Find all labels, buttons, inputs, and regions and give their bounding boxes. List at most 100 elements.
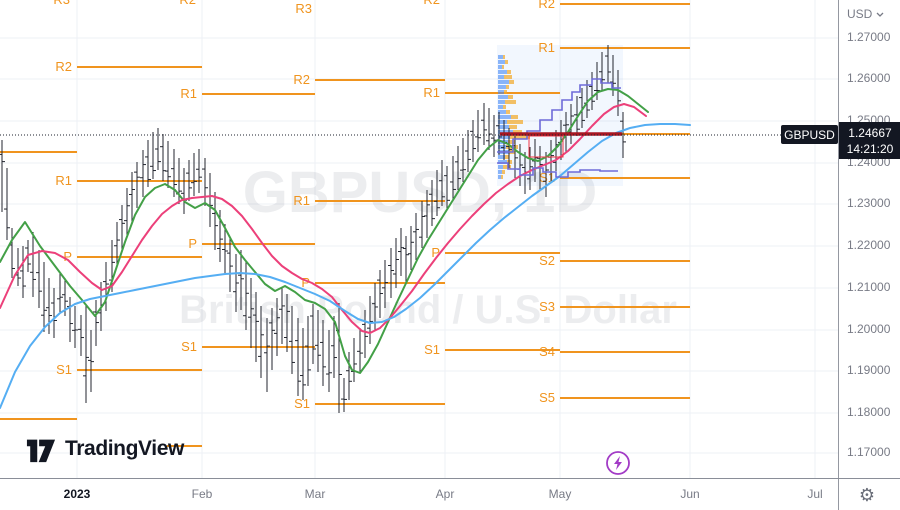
time-tick: Jul <box>807 487 823 501</box>
tradingview-logo[interactable]: TradingView <box>24 434 184 464</box>
price-tick: 1.22000 <box>847 238 891 252</box>
pivot-label-R2: R2 <box>538 0 555 11</box>
volume-profile-down-bar <box>511 115 518 119</box>
volume-profile-up-bar <box>498 75 504 79</box>
ma-slow-blue <box>0 123 691 409</box>
settings-gear-icon[interactable]: ⚙ <box>858 485 876 505</box>
volume-profile-down-bar <box>503 55 505 59</box>
pivot-label-P: P <box>63 249 72 264</box>
pivot-label-clipped-R2: R2 <box>423 0 440 7</box>
pivot-label-R1: R1 <box>293 193 310 208</box>
volume-profile-up-bar <box>498 120 507 124</box>
pivot-label-clipped-R3: R3 <box>53 0 70 7</box>
volume-profile-up-bar <box>498 60 505 64</box>
volume-profile-up-bar <box>498 175 501 179</box>
volume-profile-up-bar <box>498 110 506 114</box>
volume-profile-down-bar <box>501 175 503 179</box>
time-tick: 2023 <box>63 487 91 501</box>
price-axis[interactable]: USD 1.27000 1.26000 1.25000 1.24000 1.23000 1… <box>838 0 900 478</box>
ma-mid-pink <box>0 103 647 334</box>
pivot-label-R1: R1 <box>180 86 197 101</box>
pivot-label-S4: S4 <box>539 344 555 359</box>
volume-profile-down-bar <box>509 80 514 84</box>
pivot-label-S1: S1 <box>56 362 72 377</box>
price-tick: 1.20000 <box>847 322 891 336</box>
volume-profile-up-bar <box>498 85 506 89</box>
volume-profile-up-bar <box>498 90 504 94</box>
volume-profile-down-bar <box>505 60 508 64</box>
volume-profile-down-bar <box>508 95 513 99</box>
axis-corner-divider <box>838 479 839 510</box>
volume-profile-down-bar <box>505 155 509 159</box>
volume-profile-down-bar <box>513 130 522 134</box>
price-tick: 1.26000 <box>847 71 891 85</box>
pivot-label-R2: R2 <box>293 72 310 87</box>
price-tick: 1.19000 <box>847 363 891 377</box>
watermark-name: British Pound / U.S. Dollar <box>179 288 677 332</box>
pivot-label-clipped-R3: R3 <box>295 1 312 16</box>
time-tick: Mar <box>304 487 326 501</box>
volume-profile-up-bar <box>498 80 509 84</box>
volume-profile-down-bar <box>503 165 511 169</box>
time-tick: Feb <box>191 487 213 501</box>
volume-profile-up-bar <box>498 55 503 59</box>
pivot-label-S1: S1 <box>294 396 310 411</box>
pivot-label-R1: R1 <box>538 40 555 55</box>
pivot-label-P: P <box>431 245 440 260</box>
volume-profile-up-bar <box>498 145 506 149</box>
price-tick: 1.17000 <box>847 445 891 459</box>
currency-label: USD <box>847 7 873 21</box>
symbol-tag <box>781 125 838 144</box>
pivot-label-P: P <box>301 275 310 290</box>
volume-profile-up-bar <box>498 160 507 164</box>
lightning-bolt-glyph <box>614 456 622 470</box>
pivot-label-clipped-R2: R2 <box>179 0 196 7</box>
chevron-down-icon <box>876 12 884 17</box>
last-price-value: 1.24667 <box>848 125 892 140</box>
volume-profile-value-box <box>528 135 564 158</box>
time-tick: Apr <box>435 487 455 501</box>
volume-profile-down-bar <box>510 135 530 139</box>
volume-profile-down-bar <box>508 140 515 144</box>
currency-selector[interactable]: USD <box>847 7 884 21</box>
pivot-label-S2: S2 <box>539 253 555 268</box>
price-tick: 1.23000 <box>847 196 891 210</box>
pivot-label-S1: S1 <box>181 339 197 354</box>
tradingview-logo-icon <box>26 439 56 463</box>
time-tick: Jun <box>680 487 700 501</box>
volume-profile-down-bar <box>502 65 504 69</box>
price-tick: 1.21000 <box>847 280 891 294</box>
volume-profile-down-bar <box>503 105 506 109</box>
volume-profile-down-bar <box>507 120 523 124</box>
pivot-label-R1: R1 <box>55 173 72 188</box>
pivot-label-R2: R2 <box>55 59 72 74</box>
volume-profile-up-bar <box>498 170 502 174</box>
pivot-label-S1: S1 <box>424 342 440 357</box>
ma-fast-green <box>0 88 649 374</box>
pivot-label-P: P <box>188 236 197 251</box>
volume-profile-up-bar <box>498 65 502 69</box>
channel-lower-line <box>497 162 618 178</box>
volume-profile-up-bar <box>498 70 507 74</box>
volume-profile-down-bar <box>502 170 505 174</box>
countdown-timer: 14:21:20 <box>846 141 894 156</box>
volume-profile-down-bar <box>506 110 510 114</box>
symbol-tag-text: GBPUSD <box>784 128 835 142</box>
time-axis[interactable]: 2023 Feb Mar Apr May Jun Jul <box>0 478 900 510</box>
volume-profile-down-bar <box>504 75 512 79</box>
price-tick: 1.18000 <box>847 405 891 419</box>
volume-profile-up-bar <box>498 130 513 134</box>
volume-profile-up-bar <box>498 165 503 169</box>
price-tick: 1.27000 <box>847 30 891 44</box>
volume-profile-up-bar <box>498 105 503 109</box>
time-tick: May <box>548 487 572 501</box>
volume-profile-down-bar <box>505 100 516 104</box>
volume-profile-up-bar <box>498 100 505 104</box>
volume-profile-up-bar <box>498 115 511 119</box>
volume-profile-down-bar <box>507 70 511 74</box>
volume-profile-down-bar <box>506 85 509 89</box>
pivot-label-S3: S3 <box>539 299 555 314</box>
volume-profile-down-bar <box>504 90 507 94</box>
